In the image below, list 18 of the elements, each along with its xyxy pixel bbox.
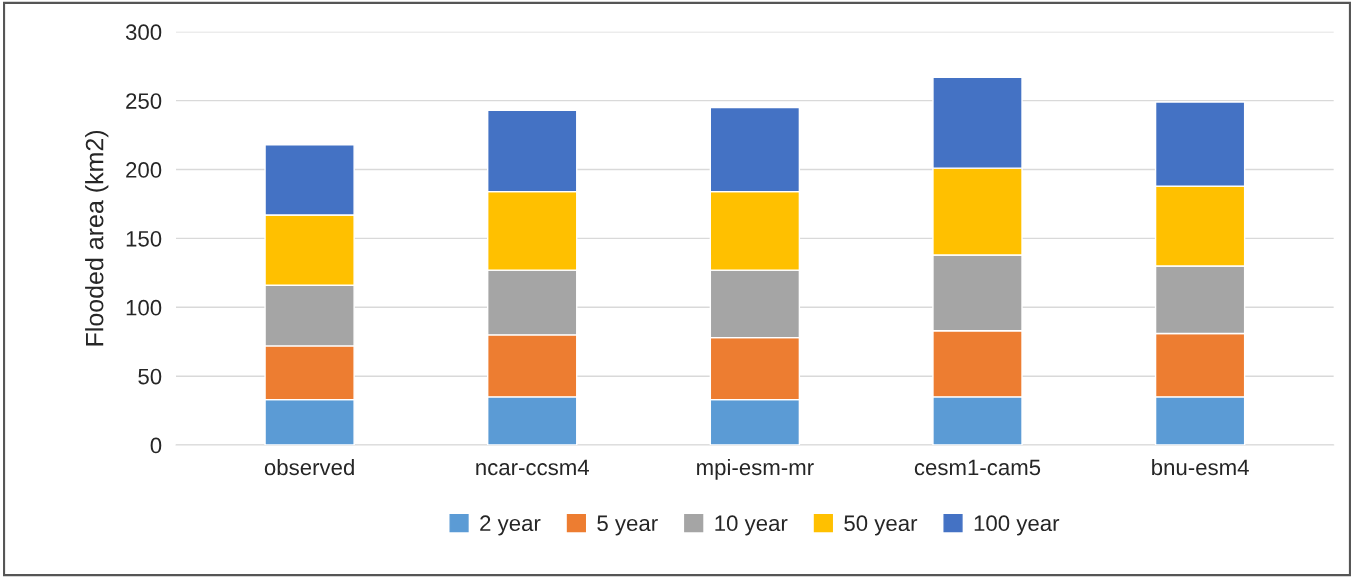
y-tick-label: 0 [150, 437, 162, 454]
y-tick-label: 100 [126, 299, 162, 316]
x-tick-label: mpi-esm-mr [697, 458, 814, 480]
y-axis-title: Flooded area (km2) [85, 130, 109, 346]
y-tick-label: 200 [126, 162, 162, 178]
legend-label: 10 year [715, 515, 788, 536]
y-tick-label: 150 [126, 230, 162, 247]
y-tick-label: 50 [138, 368, 162, 385]
y-tick-label: 250 [126, 93, 162, 109]
x-tick-label: ncar-ccsm4 [476, 459, 589, 476]
y-tick-label: 300 [125, 24, 162, 41]
legend-label: 5 year [597, 515, 658, 536]
x-tick-label: cesm1-cam5 [914, 459, 1041, 476]
x-tick-label: observed [264, 458, 354, 476]
legend-label: 50 year [844, 515, 918, 536]
legend-label: 100 year [974, 515, 1060, 536]
legend-label: 2 year [480, 515, 541, 536]
x-tick-label: bnu-esm4 [1152, 458, 1249, 476]
